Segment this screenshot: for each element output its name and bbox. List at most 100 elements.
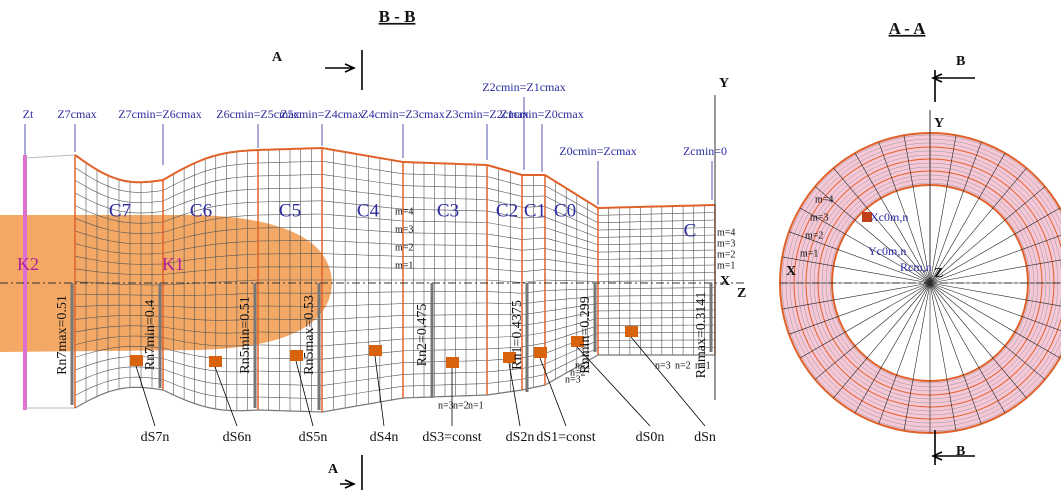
- grid-line: [163, 380, 258, 398]
- profile-edge: [163, 150, 258, 180]
- n-label: n=1: [468, 400, 484, 411]
- m-label: m=2: [395, 242, 413, 253]
- grid-line: [545, 259, 598, 267]
- profile-edge: [598, 205, 715, 208]
- element-label: dS0n: [636, 430, 665, 445]
- n-label: n=1: [575, 360, 591, 371]
- grid-line: [598, 213, 715, 216]
- grid-line: [322, 188, 403, 198]
- profile-edge: [75, 387, 163, 408]
- diagram: B - B A - A A A B B Y X Z Y X Z Xc0m,n Y…: [0, 0, 1061, 493]
- element-label: dSn: [694, 430, 716, 445]
- grid-line: [598, 243, 715, 245]
- grid-line: [598, 273, 715, 275]
- element-cell: [446, 357, 459, 368]
- zone-label: C7: [109, 200, 131, 221]
- grid-line: [598, 235, 715, 237]
- grid-line: [322, 386, 403, 399]
- cut-label: B: [956, 444, 965, 459]
- grid-line: [322, 240, 403, 244]
- radius-label: Rn7max=0.51: [55, 295, 70, 375]
- grid-line: [487, 257, 522, 261]
- cut-label: A: [272, 50, 283, 65]
- grid-line: [487, 188, 522, 197]
- grid-line: [598, 250, 715, 252]
- grid-line: [322, 267, 403, 268]
- grid-line: [545, 270, 598, 275]
- grid-line: [487, 177, 522, 186]
- grid-line: [487, 223, 522, 229]
- m-label: m=4: [717, 227, 735, 238]
- m-label: m=4: [395, 206, 413, 217]
- axis-label: X: [786, 264, 796, 279]
- pointer: [540, 358, 566, 426]
- element-cell: [290, 350, 303, 361]
- pointer: [509, 363, 520, 426]
- body-label: K1: [162, 254, 184, 274]
- element-cell: [130, 355, 143, 366]
- grid-line: [545, 228, 598, 245]
- grid-line: [545, 289, 598, 291]
- grid-line: [403, 303, 487, 304]
- element-label: dS2n: [506, 430, 535, 445]
- grid-line: [322, 315, 403, 319]
- n-label: n=3: [655, 360, 671, 371]
- element-cell: [369, 345, 382, 356]
- zone-label: C4: [357, 200, 380, 221]
- grid-line: [545, 280, 598, 282]
- element-cell: [534, 347, 547, 358]
- n-label: n=1: [695, 360, 711, 371]
- zone-label: C0: [554, 200, 576, 221]
- m-label: m=1: [395, 260, 413, 271]
- grid-line: [322, 327, 403, 333]
- grid-line: [322, 304, 403, 307]
- z-label: Z7cmax: [57, 107, 96, 121]
- z-label: Zcmin=0: [683, 144, 727, 158]
- pointer: [375, 356, 384, 426]
- m-label: m=3: [810, 212, 828, 223]
- zone-label: C3: [437, 200, 459, 221]
- profile-edge: [163, 390, 258, 411]
- z-label: Z4cmin=Z3cmax: [361, 107, 444, 121]
- radius-label: Rn5min=0.51: [238, 296, 253, 374]
- title-bb: B - B: [379, 7, 416, 26]
- zone-label: C6: [190, 200, 212, 221]
- element-cell: [625, 326, 638, 337]
- grid-line: [487, 269, 522, 272]
- body-label: K2: [17, 254, 39, 274]
- axis-label: Y: [719, 76, 729, 91]
- element-label: dS1=const: [536, 430, 595, 445]
- grid-line: [487, 379, 522, 383]
- radius-label: Rn7min=0.4: [143, 300, 158, 371]
- element-label: dS5n: [299, 430, 328, 445]
- grid-line: [322, 363, 403, 373]
- axis-label: Z: [737, 286, 746, 301]
- profile-edge: [322, 398, 403, 412]
- grid-line: [322, 227, 403, 233]
- m-label: m=3: [395, 224, 413, 235]
- grid-line: [322, 351, 403, 359]
- radius-label: Rn1=0.4375: [510, 300, 525, 370]
- m-label: m=2: [717, 249, 735, 260]
- radius-label: Rn5max=0.53: [302, 295, 317, 375]
- element-label: dS7n: [141, 430, 170, 445]
- element-label: dS6n: [223, 430, 252, 445]
- zone-label: C5: [279, 200, 301, 221]
- element-cell: [209, 356, 222, 367]
- grid-line: [598, 228, 715, 231]
- profile-edge: [322, 148, 403, 162]
- grid-line: [163, 176, 258, 201]
- z-label: Z1cmin=Z0cmax: [500, 107, 583, 121]
- m-label: m=1: [800, 248, 818, 259]
- grid-line: [322, 339, 403, 346]
- element-label: dS3=const: [422, 430, 481, 445]
- zone-label: C: [684, 220, 697, 241]
- grid-line: [322, 292, 403, 293]
- profile-edge: [487, 165, 522, 175]
- zone-label: C2: [496, 200, 518, 221]
- z-label: Z5cmin=Z4cmax: [280, 107, 363, 121]
- m-label: m=4: [815, 194, 833, 205]
- grid-line: [598, 258, 715, 260]
- profile-edge: [75, 155, 163, 182]
- n-label: n=2: [675, 360, 691, 371]
